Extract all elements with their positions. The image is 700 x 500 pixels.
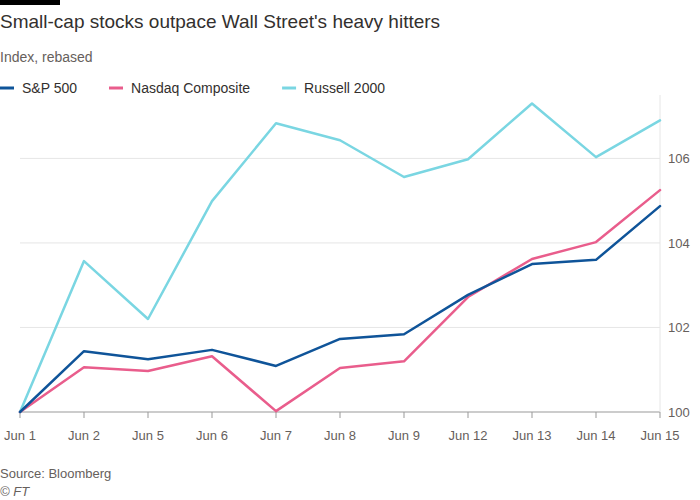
x-tick (596, 412, 597, 418)
series-line (20, 206, 660, 412)
x-tick-label: Jun 1 (4, 428, 36, 443)
legend-swatch (0, 87, 14, 90)
x-tick-label: Jun 9 (388, 428, 420, 443)
x-tick-label: Jun 8 (324, 428, 356, 443)
y-tick-label: 100 (668, 405, 690, 420)
chart-svg: Small-cap stocks outpace Wall Street's h… (0, 0, 700, 500)
legend: S&P 500 Nasdaq Composite Russell 2000 (0, 80, 385, 96)
x-tick (404, 412, 405, 418)
x-tick (532, 412, 533, 418)
top-bar (0, 0, 60, 5)
subtitle: Index, rebased (0, 49, 93, 65)
x-tick (468, 412, 469, 418)
x-tick (212, 412, 213, 418)
x-tick (84, 412, 85, 418)
source: Source: Bloomberg (0, 466, 111, 481)
x-tick-label: Jun 6 (196, 428, 228, 443)
x-tick (660, 412, 661, 418)
x-tick (276, 412, 277, 418)
series-line (20, 190, 660, 412)
y-tick-label: 106 (668, 151, 690, 166)
x-tick (148, 412, 149, 418)
legend-swatch (109, 87, 123, 90)
grid-line (20, 158, 660, 159)
x-tick-label: Jun 15 (640, 428, 679, 443)
x-tick-label: Jun 13 (512, 428, 551, 443)
legend-label: Russell 2000 (304, 80, 385, 96)
chart-container: Small-cap stocks outpace Wall Street's h… (0, 0, 700, 500)
grid-line (20, 242, 660, 243)
y-tick-label: 104 (668, 236, 690, 251)
title: Small-cap stocks outpace Wall Street's h… (0, 11, 440, 32)
x-tick-label: Jun 2 (68, 428, 100, 443)
x-tick-label: Jun 14 (576, 428, 615, 443)
y-axis-line (660, 95, 661, 412)
y-tick-label: 102 (668, 320, 690, 335)
legend-label: Nasdaq Composite (131, 80, 250, 96)
legend-swatch (282, 87, 296, 90)
x-tick-label: Jun 12 (448, 428, 487, 443)
y-grid (20, 158, 660, 412)
x-tick (340, 412, 341, 418)
grid-line (20, 327, 660, 328)
x-tick-label: Jun 7 (260, 428, 292, 443)
series-line (20, 103, 660, 412)
lines (20, 103, 660, 412)
legend-label: S&P 500 (22, 80, 77, 96)
x-tick-label: Jun 5 (132, 428, 164, 443)
copyright: © FT (0, 484, 30, 499)
